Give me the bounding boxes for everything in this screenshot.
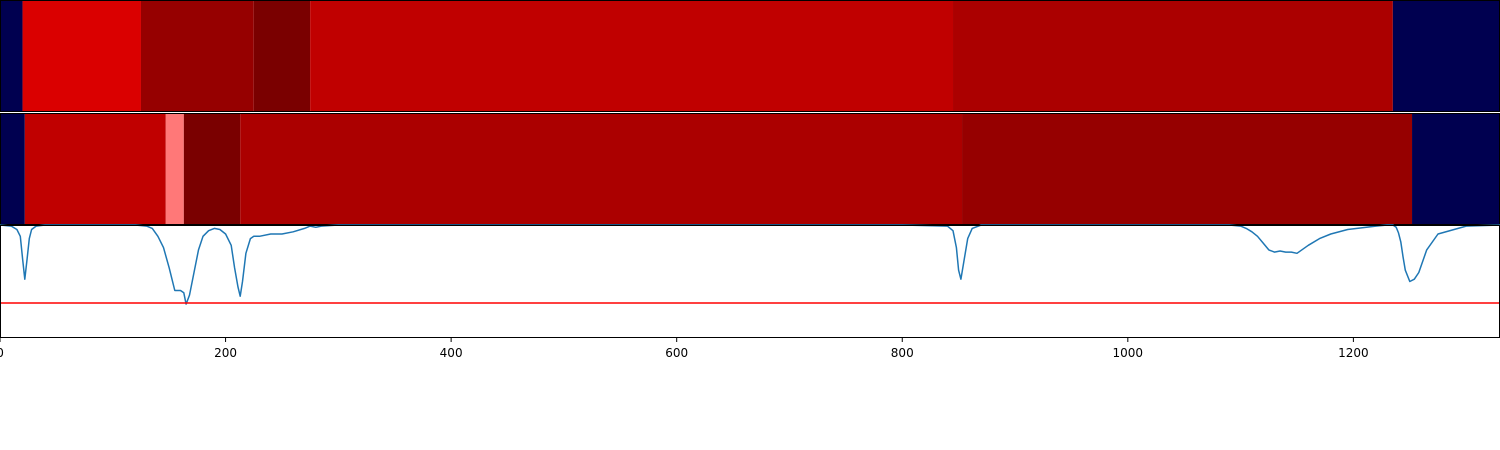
heatmap-cell-2-5 [240, 113, 963, 225]
heatmap-cell-1-7 [1392, 0, 1500, 112]
heatmap-cell-1-6 [953, 0, 1393, 112]
heatmap-cell-2-3 [165, 113, 184, 225]
heatmap-cell-1-5 [310, 0, 954, 112]
heatmap-cell-1-4 [253, 0, 311, 112]
heatmap-band-top [0, 0, 1500, 112]
x-axis: 0 200 400 600 800 1000 1200 [0, 338, 1369, 360]
heatmap-band-middle [0, 113, 1500, 225]
x-tick-label-800: 800 [891, 346, 914, 360]
line-plot-panel [0, 224, 1500, 338]
heatmap-cell-1-2 [22, 0, 141, 112]
heatmap-cell-1-1 [0, 0, 23, 112]
x-tick-label-600: 600 [665, 346, 688, 360]
heatmap-cell-2-6 [962, 113, 1413, 225]
x-tick-label-1200: 1200 [1338, 346, 1369, 360]
heatmap-cell-2-4 [183, 113, 241, 225]
plot-background [0, 225, 1500, 338]
heatmap-cell-2-7 [1412, 113, 1500, 225]
heatmap-cell-2-2 [24, 113, 166, 225]
heatmap-cell-1-3 [140, 0, 254, 112]
x-tick-label-0: 0 [0, 346, 4, 360]
x-tick-label-1000: 1000 [1113, 346, 1144, 360]
x-tick-label-400: 400 [440, 346, 463, 360]
heatmap-cell-2-1 [0, 113, 25, 225]
x-tick-label-200: 200 [214, 346, 237, 360]
